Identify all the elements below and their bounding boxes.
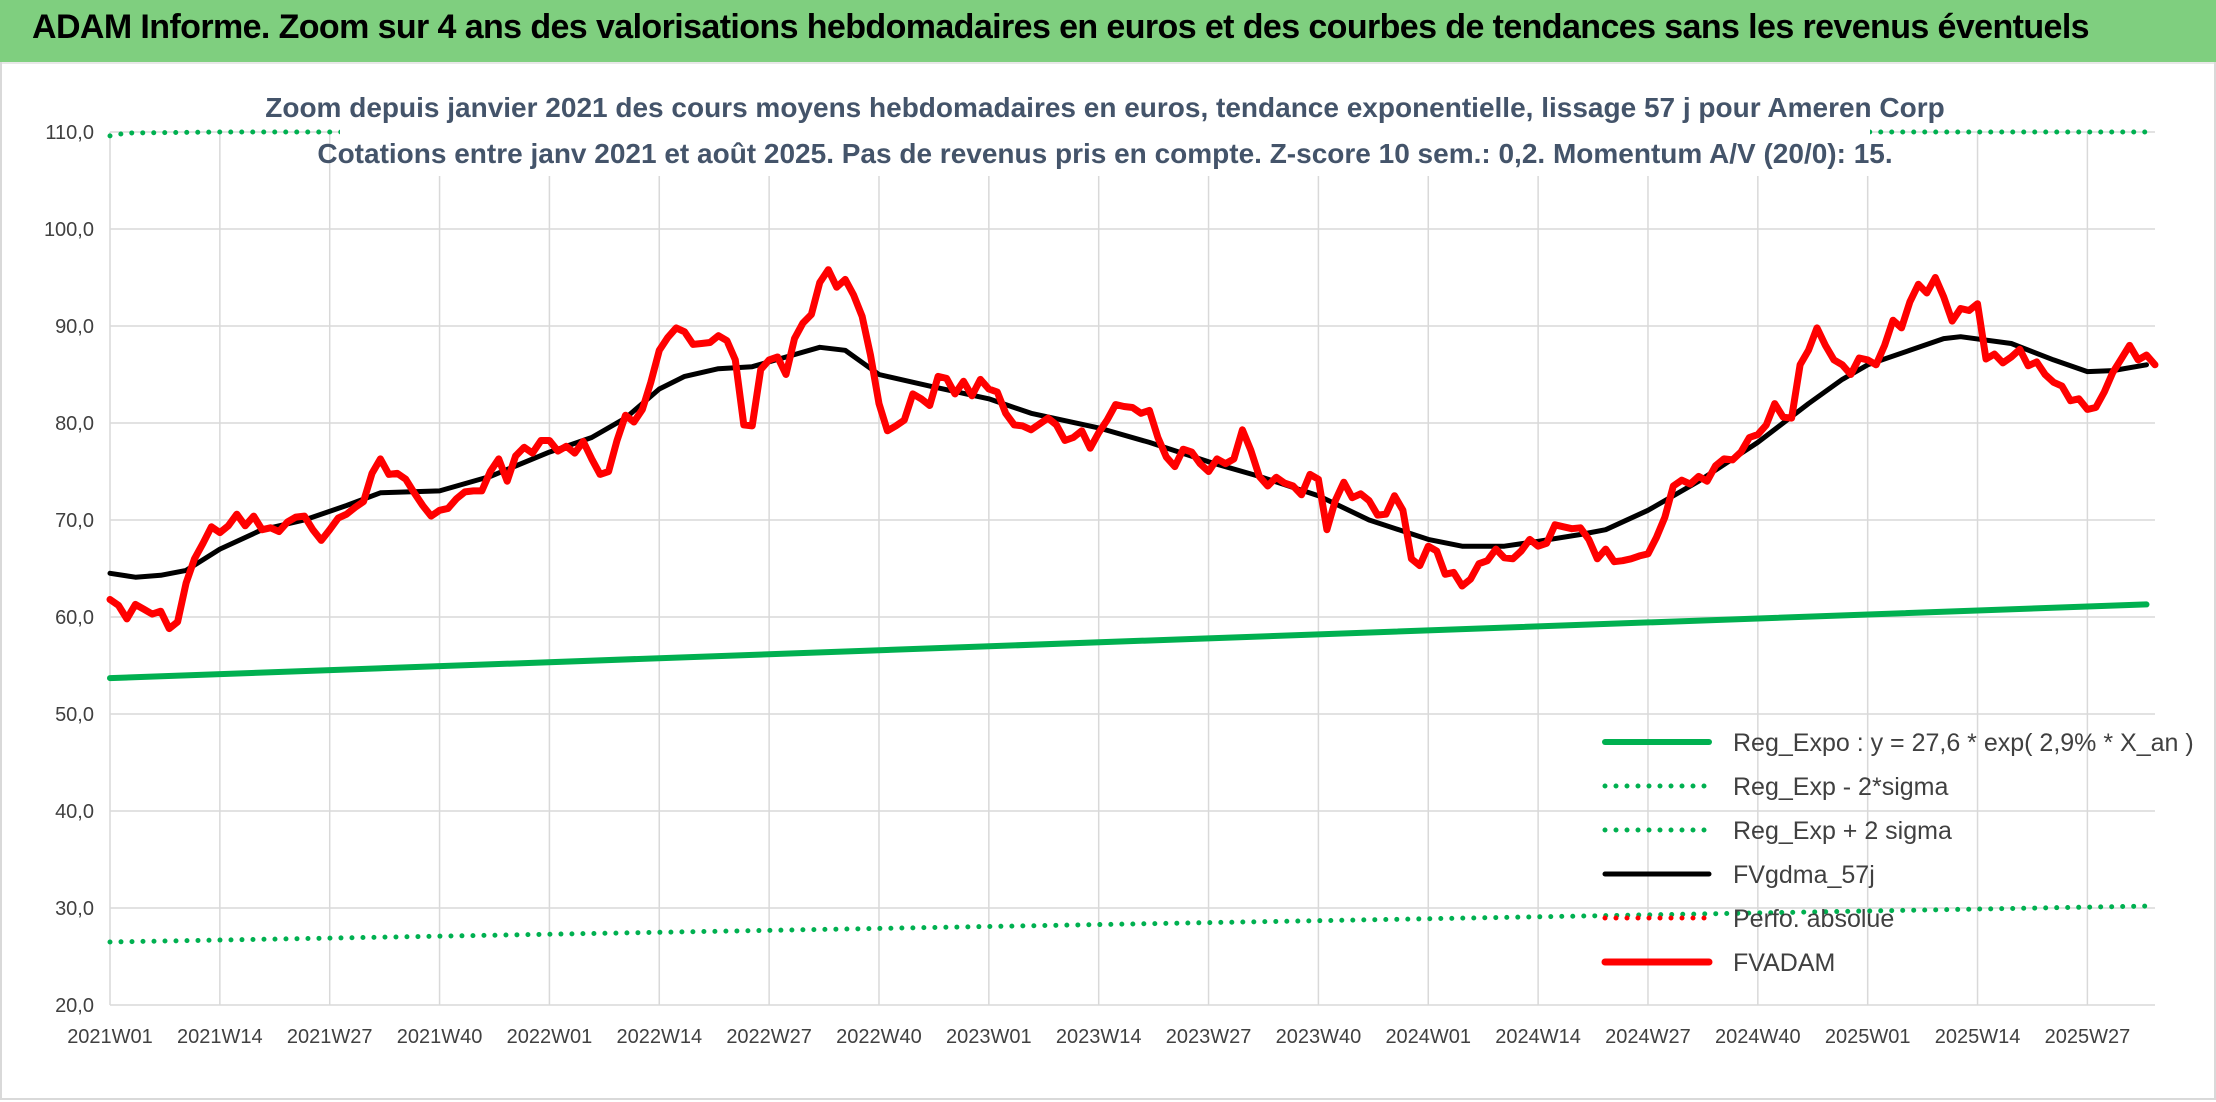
y-axis-ticks: 20,0 30,0 40,0 50,0 60,0 70,0 80,0 90,0 100,0 110… xyxy=(44,122,94,1017)
grid-lines xyxy=(109,131,2155,1006)
y-tick-label: 110,0 xyxy=(45,122,94,144)
series-line-3 xyxy=(107,334,2149,580)
y-tick-label: 70,0 xyxy=(55,510,94,532)
series-line-2 xyxy=(107,129,2149,139)
legend-label-0: Reg_Expo : y = 27,6 * exp( 2,9% * X_an ) xyxy=(1733,729,2194,757)
y-tick-label: 100,0 xyxy=(44,219,94,241)
x-tick-label: 2022W14 xyxy=(616,1026,702,1048)
series-line-1 xyxy=(107,903,2149,945)
x-tick-label: 2023W01 xyxy=(946,1026,1032,1048)
x-tick-label: 2022W27 xyxy=(726,1026,812,1048)
x-tick-label: 2024W40 xyxy=(1715,1026,1801,1048)
x-tick-label: 2025W27 xyxy=(2045,1026,2131,1048)
y-tick-label: 20,0 xyxy=(55,995,94,1017)
y-tick-label: 60,0 xyxy=(55,607,94,629)
x-tick-label: 2021W27 xyxy=(287,1026,373,1048)
y-tick-label: 50,0 xyxy=(55,704,94,726)
x-tick-label: 2023W40 xyxy=(1276,1026,1362,1048)
legend-label-2: Reg_Exp + 2 sigma xyxy=(1733,817,1952,845)
header-banner: ADAM Informe. Zoom sur 4 ans des valoris… xyxy=(0,0,2216,64)
x-tick-label: 2025W14 xyxy=(1935,1026,2021,1048)
y-tick-label: 90,0 xyxy=(55,316,94,338)
x-tick-label: 2025W01 xyxy=(1825,1026,1911,1048)
legend-label-1: Reg_Exp - 2*sigma xyxy=(1733,773,1948,801)
y-tick-label: 80,0 xyxy=(55,413,94,435)
x-axis-ticks: 2021W01 2021W14 2021W27 2021W40 2022W01 2022W… xyxy=(67,1026,2130,1048)
x-tick-label: 2021W01 xyxy=(67,1026,153,1048)
subtitle-background xyxy=(340,78,1870,176)
x-tick-label: 2023W27 xyxy=(1166,1026,1252,1048)
chart-subtitle-line-1: Zoom depuis janvier 2021 des cours moyen… xyxy=(265,92,1945,123)
x-tick-label: 2023W14 xyxy=(1056,1026,1142,1048)
chart-subtitle-line-2: Cotations entre janv 2021 et août 2025. … xyxy=(317,138,1892,169)
x-tick-label: 2021W14 xyxy=(177,1026,263,1048)
series-lines xyxy=(106,129,2159,945)
legend-label-3: FVgdma_57j xyxy=(1733,861,1875,889)
x-tick-label: 2021W40 xyxy=(397,1026,483,1048)
series-line-0 xyxy=(107,601,2150,682)
chart-frame xyxy=(0,62,2216,1100)
legend-label-5: FVADAM xyxy=(1733,949,1835,977)
x-tick-label: 2022W01 xyxy=(507,1026,593,1048)
x-tick-label: 2024W01 xyxy=(1385,1026,1471,1048)
x-tick-label: 2024W14 xyxy=(1495,1026,1581,1048)
page-title: ADAM Informe. Zoom sur 4 ans des valoris… xyxy=(32,8,2090,46)
legend: Reg_Expo : y = 27,6 * exp( 2,9% * X_an )… xyxy=(1601,729,2194,977)
series-line-5 xyxy=(106,266,2159,633)
x-tick-label: 2022W40 xyxy=(836,1026,922,1048)
legend-label-4: Perfo. absolue xyxy=(1733,905,1894,933)
y-tick-label: 40,0 xyxy=(55,801,94,823)
x-tick-label: 2024W27 xyxy=(1605,1026,1691,1048)
y-tick-label: 30,0 xyxy=(55,898,94,920)
